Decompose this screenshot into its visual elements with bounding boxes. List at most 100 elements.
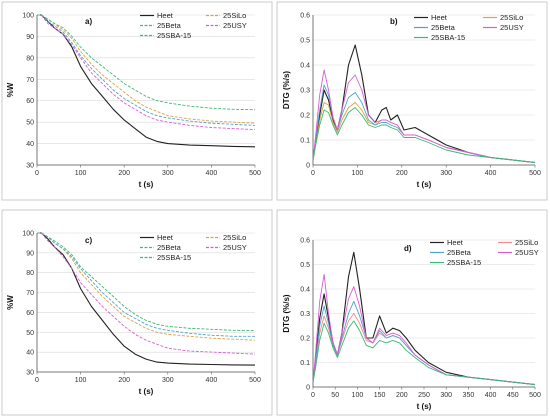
x-axis-label: t (s) — [417, 180, 432, 189]
y-tick-label: 90 — [26, 250, 34, 257]
x-tick-label: 400 — [485, 392, 497, 399]
y-axis-label: DTG (%/s) — [282, 294, 291, 333]
chart-panel-d: 0 0.1 0.2 0.3 0.4 0.5 0.6 0 50 100 150 200 250 300 350… — [276, 209, 548, 416]
series-line-heet — [312, 251, 536, 386]
y-tick-label: 0.6 — [300, 238, 310, 245]
x-tick-label: 350 — [463, 392, 475, 399]
x-tick-label: 0 — [311, 170, 315, 177]
legend-label: 25SBA-15 — [447, 258, 481, 267]
x-tick-label: 200 — [396, 170, 408, 177]
y-tick-label: 0.5 — [300, 262, 310, 269]
legend-label: 25SiLo — [515, 238, 538, 247]
y-tick-label: 50 — [26, 330, 34, 337]
chart-panel-a: 30 40 50 60 70 80 90 100 0 100 200 300 400 500 t (s) %W… — [1, 1, 273, 201]
series-line-25sba-15 — [312, 107, 536, 163]
x-tick-label: 100 — [75, 377, 87, 384]
legend-label: Heet — [431, 13, 448, 22]
y-axis-label: %W — [6, 82, 15, 97]
series-line-25usy — [37, 232, 256, 355]
y-axis-label: DTG (%/s) — [282, 71, 291, 110]
series-line-25sba-15 — [312, 320, 536, 386]
x-tick-label: 500 — [249, 377, 261, 384]
y-tick-label: 0.1 — [300, 138, 310, 145]
x-tick-label: 300 — [162, 377, 174, 384]
x-tick-label: 0 — [35, 170, 39, 177]
y-tick-label: 0.2 — [300, 336, 310, 343]
legend-label: Heet — [157, 233, 174, 242]
legend-label: Heet — [157, 11, 174, 20]
x-tick-label: 0 — [35, 377, 39, 384]
x-tick-label: 50 — [331, 392, 339, 399]
legend-label: 25SiLo — [223, 233, 246, 242]
y-tick-label: 40 — [26, 141, 34, 148]
series-line-25usy — [37, 14, 256, 131]
y-tick-label: 30 — [26, 370, 34, 377]
x-tick-label: 100 — [75, 170, 87, 177]
chart-panel-b: 0 0.1 0.2 0.3 0.4 0.5 0.6 0 100 200 300 400 500 t (s)… — [276, 1, 548, 201]
y-tick-label: 70 — [26, 77, 34, 84]
x-tick-label: 500 — [529, 392, 541, 399]
x-tick-label: 150 — [374, 392, 386, 399]
legend-label: 25Beta — [447, 248, 472, 257]
panel-label: d) — [404, 244, 412, 253]
panel-label: b) — [390, 17, 398, 26]
x-tick-label: 100 — [352, 170, 364, 177]
series-line-25beta — [37, 232, 255, 337]
y-tick-label: 0.5 — [300, 38, 310, 45]
legend-label: 25Beta — [157, 21, 182, 30]
legend-label: 25SBA-15 — [157, 253, 191, 262]
x-tick-label: 300 — [162, 170, 174, 177]
x-tick-label: 500 — [249, 170, 261, 177]
x-tick-label: 400 — [206, 170, 218, 177]
x-tick-label: 0 — [311, 392, 315, 399]
y-tick-label: 80 — [26, 270, 34, 277]
y-tick-label: 100 — [22, 231, 34, 238]
y-tick-label: 0.4 — [300, 63, 310, 70]
y-tick-label: 0.6 — [300, 13, 310, 20]
chart-panel-c: 30 40 50 60 70 80 90 100 0 100 200 300 400 500 t (s) %W… — [1, 209, 273, 416]
x-tick-label: 500 — [529, 170, 541, 177]
legend-label: 25USY — [515, 248, 539, 257]
series-line-25sba-15 — [37, 232, 256, 332]
x-tick-label: 400 — [206, 377, 218, 384]
y-axis-label: %W — [6, 295, 15, 310]
y-tick-label: 0 — [306, 163, 310, 170]
y-tick-label: 0.2 — [300, 113, 310, 120]
legend-label: 25SiLo — [500, 13, 523, 22]
y-tick-label: 60 — [26, 310, 34, 317]
y-tick-label: 0.3 — [300, 88, 310, 95]
y-tick-label: 0 — [306, 385, 310, 392]
x-tick-label: 200 — [118, 377, 130, 384]
legend-label: Heet — [447, 238, 464, 247]
y-tick-label: 0.4 — [300, 287, 310, 294]
y-tick-label: 40 — [26, 350, 34, 357]
x-axis-label: t (s) — [139, 180, 154, 189]
series-line-25beta — [37, 14, 256, 126]
x-tick-label: 250 — [418, 392, 430, 399]
x-axis-label: t (s) — [417, 402, 432, 411]
legend-label: 25USY — [223, 243, 247, 252]
legend-label: 25Beta — [157, 243, 182, 252]
legend-label: 25USY — [500, 23, 524, 32]
y-tick-label: 50 — [26, 120, 34, 127]
x-tick-label: 200 — [118, 170, 130, 177]
panel-label: a) — [85, 17, 92, 26]
legend-label: 25SBA-15 — [157, 31, 191, 40]
x-tick-label: 200 — [396, 392, 408, 399]
y-tick-label: 70 — [26, 290, 34, 297]
x-tick-label: 100 — [352, 392, 364, 399]
x-tick-label: 300 — [440, 392, 452, 399]
y-tick-label: 30 — [26, 163, 34, 170]
y-tick-label: 100 — [22, 13, 34, 20]
panel-label: c) — [85, 236, 92, 245]
y-tick-label: 0.3 — [300, 311, 310, 318]
legend-label: 25Beta — [431, 23, 456, 32]
y-tick-label: 80 — [26, 55, 34, 62]
x-tick-label: 300 — [440, 170, 452, 177]
x-axis-label: t (s) — [139, 387, 154, 396]
series-line-25sba-15 — [37, 14, 256, 111]
y-tick-label: 0.1 — [300, 360, 310, 367]
legend-label: 25USY — [223, 21, 247, 30]
panel-frame — [276, 209, 548, 416]
